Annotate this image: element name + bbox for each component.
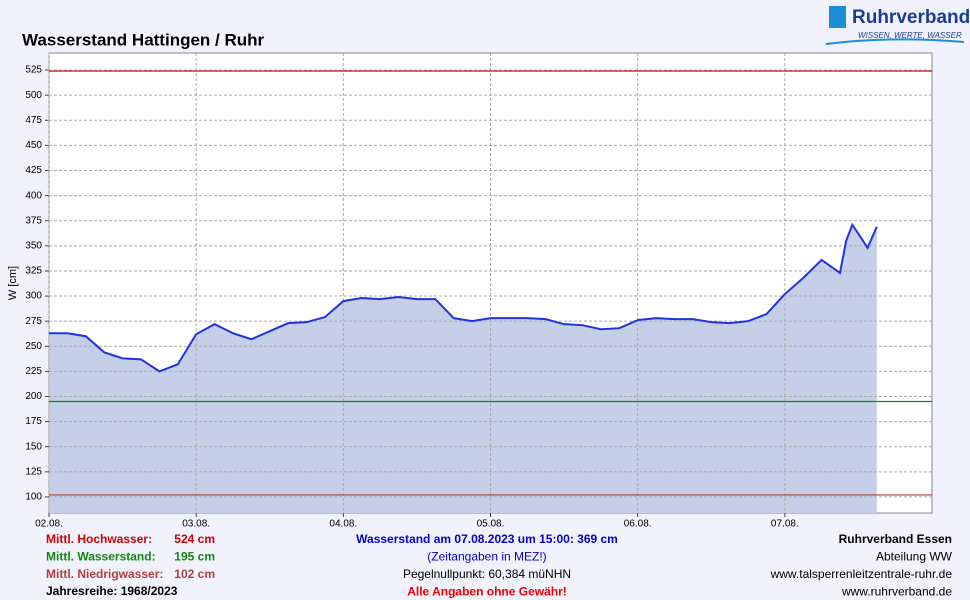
reference-value: 102 cm <box>174 567 215 581</box>
logo-swoosh <box>825 38 965 45</box>
y-tick-label: 150 <box>25 441 42 452</box>
x-tick-label: 07.08. <box>771 519 799 530</box>
reference-value: 524 cm <box>174 532 215 546</box>
y-tick-label: 350 <box>25 240 42 251</box>
y-tick-label: 300 <box>25 291 42 302</box>
reference-name: Mittl. Wasserstand: <box>46 550 156 564</box>
reference-name: Mittl. Hochwasser: <box>46 532 152 546</box>
info-text: (Zeitangaben in MEZ!) <box>427 550 546 564</box>
y-tick-label: 100 <box>25 492 42 503</box>
info-text: Pegelnullpunkt: 60,384 müNHN <box>403 567 571 581</box>
y-tick-label: 525 <box>25 65 42 76</box>
contact-text: www.ruhrverband.de <box>841 585 952 599</box>
y-tick-label: 200 <box>25 391 42 402</box>
y-tick-label: 400 <box>25 190 42 201</box>
y-tick-label: 125 <box>25 466 42 477</box>
y-tick-label: 175 <box>25 416 42 427</box>
area <box>49 224 877 514</box>
x-tick-label: 06.08. <box>624 519 652 530</box>
y-tick-label: 425 <box>25 165 42 176</box>
y-tick-label: 275 <box>25 316 42 327</box>
chart-title: Wasserstand Hattingen / Ruhr <box>22 30 265 49</box>
y-tick-label: 375 <box>25 215 42 226</box>
brand-slogan: WISSEN, WERTE, WASSER <box>858 31 962 40</box>
line <box>49 222 878 373</box>
contact-text: Abteilung WW <box>876 550 953 564</box>
reference-name: Mittl. Niedrigwasser: <box>46 567 163 581</box>
info-text: Alle Angaben ohne Gewähr! <box>407 585 567 599</box>
reference-value: 195 cm <box>174 550 215 564</box>
y-tick-label: 250 <box>25 341 42 352</box>
x-tick-label: 04.08. <box>329 519 357 530</box>
brand-name: Ruhrverband <box>852 7 970 28</box>
y-tick-label: 225 <box>25 366 42 377</box>
contact-text: www.talsperrenleitzentrale-ruhr.de <box>770 567 953 581</box>
y-tick-label: 475 <box>25 115 42 126</box>
x-tick-label: 03.08. <box>182 519 210 530</box>
y-tick-label: 325 <box>25 266 42 277</box>
contact-text: Ruhrverband Essen <box>839 532 952 546</box>
x-tick-label: 02.08. <box>35 519 63 530</box>
y-tick-label: 450 <box>25 140 42 151</box>
x-tick-label: 05.08. <box>477 519 505 530</box>
y-tick-label: 500 <box>25 90 42 101</box>
info-text: Wasserstand am 07.08.2023 um 15:00: 369 … <box>356 532 618 546</box>
y-axis-label: W [cm] <box>7 266 19 300</box>
logo-icon <box>829 6 846 28</box>
footer-left: Jahresreihe: 1968/2023 <box>46 584 178 598</box>
